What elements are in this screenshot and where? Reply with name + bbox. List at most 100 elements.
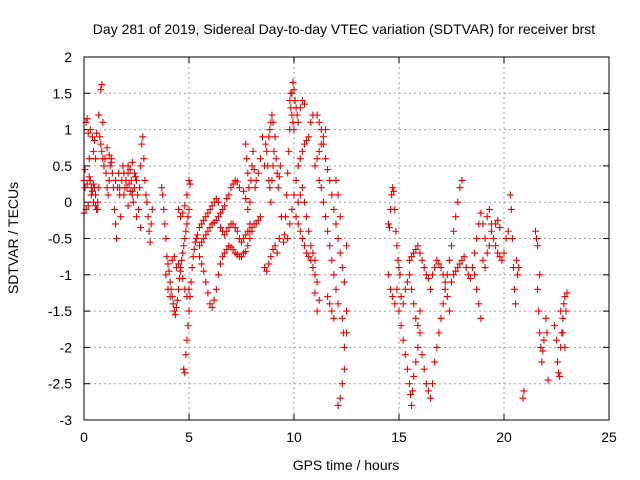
data-point <box>452 267 460 275</box>
data-point <box>83 115 91 123</box>
data-point <box>403 278 411 286</box>
data-point <box>172 303 180 311</box>
data-point <box>393 285 401 293</box>
data-point <box>307 118 315 126</box>
x-tick-label: 5 <box>185 429 193 445</box>
data-point <box>266 184 274 192</box>
data-point <box>240 187 248 195</box>
data-point <box>330 271 338 279</box>
data-point <box>313 155 321 163</box>
data-point <box>190 245 198 253</box>
data-point <box>158 184 166 192</box>
data-point <box>185 205 193 213</box>
data-point <box>305 253 313 261</box>
data-point <box>95 184 103 192</box>
data-point <box>307 242 315 250</box>
data-point <box>553 336 560 344</box>
y-tick-label: 1 <box>64 122 72 138</box>
data-point <box>242 140 250 148</box>
data-point <box>410 249 418 257</box>
data-point <box>265 133 273 141</box>
data-point <box>198 238 206 246</box>
data-point <box>560 300 568 308</box>
data-point <box>336 249 344 257</box>
data-point <box>140 155 148 163</box>
data-point <box>420 365 428 373</box>
data-point <box>129 198 137 206</box>
data-point <box>99 118 107 126</box>
data-point <box>185 176 193 184</box>
data-point <box>204 209 212 217</box>
data-point <box>303 136 311 144</box>
data-point <box>496 224 504 232</box>
data-point <box>429 380 437 388</box>
data-point <box>439 300 447 308</box>
data-points <box>80 78 571 409</box>
data-point <box>208 202 216 210</box>
data-point <box>338 264 346 272</box>
data-point <box>125 180 133 188</box>
data-point <box>106 162 114 170</box>
data-point <box>412 314 420 322</box>
data-point <box>233 178 241 186</box>
data-point <box>498 256 506 264</box>
data-point <box>288 111 296 119</box>
data-point <box>328 307 336 315</box>
data-point <box>95 111 103 119</box>
data-point <box>481 264 489 272</box>
data-point <box>399 336 407 344</box>
data-point <box>520 387 528 395</box>
data-point <box>248 227 256 235</box>
data-point <box>177 213 185 221</box>
data-point <box>283 191 291 199</box>
data-point <box>202 213 210 221</box>
data-point <box>469 264 476 272</box>
data-point <box>180 365 188 373</box>
data-point <box>450 271 458 279</box>
data-point <box>187 278 195 286</box>
data-point <box>399 300 407 308</box>
data-point <box>242 195 250 203</box>
data-point <box>139 133 147 141</box>
data-point <box>108 169 116 177</box>
data-point <box>210 296 218 304</box>
data-point <box>198 260 206 268</box>
data-point <box>137 224 145 232</box>
data-point <box>235 184 243 192</box>
data-point <box>502 235 510 242</box>
data-point <box>81 166 89 174</box>
data-point <box>240 235 248 242</box>
data-point <box>403 365 411 373</box>
data-point <box>280 238 287 246</box>
data-point <box>183 220 191 228</box>
data-point <box>112 176 119 184</box>
data-point <box>178 256 186 264</box>
data-point <box>437 264 445 272</box>
data-point <box>94 205 102 213</box>
data-point <box>98 147 106 155</box>
data-point <box>265 260 273 268</box>
data-point <box>460 253 468 261</box>
data-point <box>130 169 138 177</box>
data-point <box>170 253 178 261</box>
data-point <box>269 162 277 170</box>
x-tick-label: 20 <box>496 429 512 445</box>
data-point <box>471 249 479 257</box>
data-point <box>408 285 416 293</box>
data-point <box>414 322 422 330</box>
data-point <box>133 176 140 184</box>
data-point <box>328 256 336 264</box>
data-point <box>301 198 308 206</box>
data-point <box>485 242 493 250</box>
data-point <box>296 104 304 112</box>
data-point <box>450 227 458 235</box>
data-point <box>169 300 177 308</box>
data-point <box>102 169 110 177</box>
data-point <box>251 184 259 192</box>
data-point <box>424 274 432 282</box>
data-point <box>410 300 418 308</box>
data-point <box>309 249 317 257</box>
data-point <box>496 253 504 261</box>
data-point <box>340 343 348 351</box>
data-point <box>92 202 100 210</box>
